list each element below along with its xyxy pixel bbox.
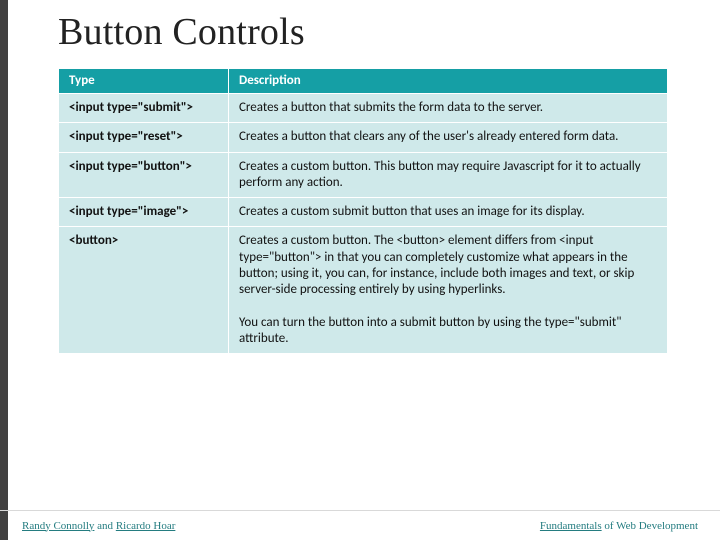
footer: Randy Connolly and Ricardo Hoar Fundamen… (0, 510, 720, 540)
table-row: <input type="submit"> Creates a button t… (59, 94, 668, 123)
cell-desc: Creates a button that submits the form d… (229, 94, 668, 123)
cell-desc: Creates a custom button. This button may… (229, 152, 668, 198)
page-title: Button Controls (58, 10, 676, 54)
table-row: <input type="image"> Creates a custom su… (59, 198, 668, 227)
cell-type: <input type="reset"> (59, 123, 229, 152)
cell-desc: Creates a custom submit button that uses… (229, 198, 668, 227)
button-controls-table: Type Description <input type="submit"> C… (58, 68, 668, 354)
footer-and: and (94, 520, 115, 532)
table-row: <input type="reset"> Creates a button th… (59, 123, 668, 152)
cell-type: <input type="image"> (59, 198, 229, 227)
cell-type: <input type="button"> (59, 152, 229, 198)
footer-right: Fundamentals of Web Development (540, 520, 698, 532)
slide: Button Controls Type Description <input … (0, 0, 720, 540)
table-row: <input type="button"> Creates a custom b… (59, 152, 668, 198)
cell-desc: Creates a button that clears any of the … (229, 123, 668, 152)
desc-text: element differs from (445, 233, 559, 248)
footer-left: Randy Connolly and Ricardo Hoar (22, 520, 175, 532)
col-header-type: Type (59, 69, 229, 94)
footer-author: Randy Connolly (22, 520, 94, 532)
table-header-row: Type Description (59, 69, 668, 94)
footer-book-word: Fundamentals (540, 520, 602, 532)
footer-author: Ricardo Hoar (116, 520, 176, 532)
desc-text: You can turn the button into a submit bu… (239, 315, 621, 346)
cell-type: <input type="submit"> (59, 94, 229, 123)
accent-bar (0, 0, 8, 540)
desc-text: Creates a custom button. The (239, 233, 397, 248)
col-header-description: Description (229, 69, 668, 94)
footer-book-rest: of Web Development (602, 520, 698, 532)
table-row: <button> Creates a custom button. The <b… (59, 227, 668, 354)
cell-type: <button> (59, 227, 229, 354)
desc-code: <button> (397, 233, 445, 248)
cell-desc: Creates a custom button. The <button> el… (229, 227, 668, 354)
